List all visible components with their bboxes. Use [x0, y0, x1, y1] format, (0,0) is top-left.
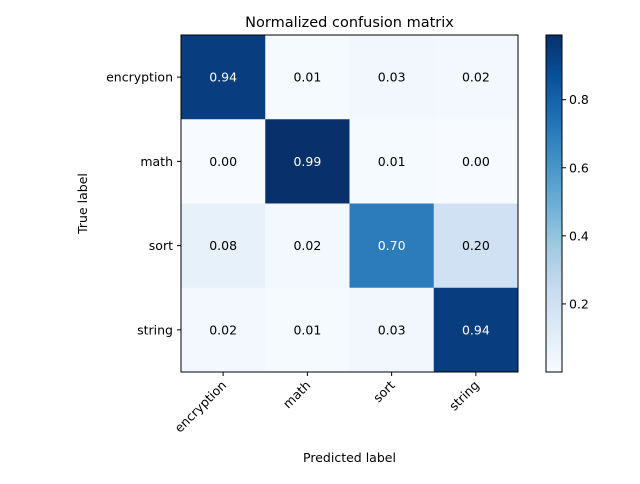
cell-value-label: 0.70: [378, 238, 406, 253]
x-tick-label: encryption: [171, 378, 229, 436]
cell-value-label: 0.94: [462, 322, 490, 337]
y-tick-label: encryption: [106, 70, 173, 85]
heatmap-cell: [181, 203, 266, 289]
heatmap-cell: [433, 203, 519, 289]
x-tick-label: sort: [370, 377, 398, 405]
plot-frame: [180, 34, 519, 373]
x-tick-label: math: [280, 378, 314, 412]
y-tick-label: math: [140, 154, 173, 169]
y-tick-label: string: [137, 322, 173, 337]
colorbar-tick-label: 0.8: [569, 92, 589, 107]
cell-value-label: 0.03: [378, 70, 406, 85]
cell-value-label: 0.01: [378, 154, 406, 169]
heatmap-cell: [265, 203, 350, 289]
y-axis-label: True label: [75, 173, 90, 235]
y-tick-label: sort: [149, 238, 173, 253]
cell-value-label: 0.99: [293, 154, 321, 169]
heatmap-cell: [433, 287, 519, 373]
heatmap-cell: [349, 35, 435, 120]
heatmap-cell: [181, 119, 266, 204]
cell-value-label: 0.02: [293, 238, 321, 253]
colorbar-tick-label: 0.2: [569, 296, 589, 311]
cell-value-label: 0.20: [462, 238, 490, 253]
cell-value-label: 0.94: [209, 70, 237, 85]
colorbar: [545, 34, 563, 373]
cell-value-label: 0.00: [209, 154, 237, 169]
x-axis-label: Predicted label: [303, 450, 396, 465]
heatmap-cell: [265, 119, 350, 204]
chart-title: Normalized confusion matrix: [245, 15, 454, 31]
cell-value-label: 0.02: [209, 322, 237, 337]
heatmap-cell: [181, 35, 266, 120]
cell-value-label: 0.02: [462, 70, 490, 85]
heatmap-cell: [349, 119, 435, 204]
heatmap-cell: [349, 203, 435, 289]
heatmap-cell: [181, 287, 266, 373]
cell-value-label: 0.08: [209, 238, 237, 253]
colorbar-tick-label: 0.4: [569, 228, 589, 243]
heatmap-cell: [433, 35, 519, 120]
cell-value-label: 0.01: [293, 322, 321, 337]
cell-value-label: 0.03: [378, 322, 406, 337]
x-tick-label: string: [446, 378, 482, 414]
cell-value-label: 0.00: [462, 154, 490, 169]
heatmap-cell: [433, 119, 519, 204]
colorbar-tick-label: 0.6: [569, 160, 589, 175]
heatmap-cell: [265, 287, 350, 373]
heatmap-cell: [265, 35, 350, 120]
cell-value-label: 0.01: [293, 70, 321, 85]
heatmap-cell: [349, 287, 435, 373]
